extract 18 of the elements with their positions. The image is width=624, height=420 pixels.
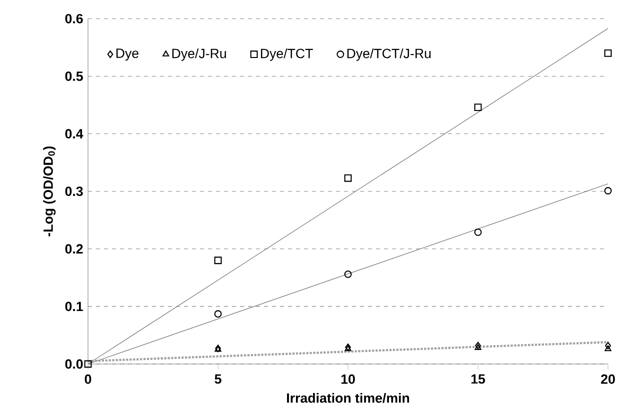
- x-tick-label: 5: [214, 374, 222, 384]
- y-tick-label: 0.0: [65, 359, 83, 369]
- legend-label: Dye: [116, 48, 138, 61]
- y-tick-label: 0.1: [65, 302, 83, 312]
- legend-label: Dye/TCT/J-Ru: [347, 48, 431, 61]
- x-axis-title: Irradiation time/min: [287, 392, 410, 403]
- legend-label: Dye/J-Ru: [172, 48, 226, 61]
- x-tick-label: 15: [471, 374, 486, 384]
- y-tick-label: 0.2: [65, 244, 83, 254]
- legend-label: Dye/TCT: [260, 48, 313, 61]
- y-tick-label: 0.5: [65, 72, 83, 81]
- x-tick-label: 20: [601, 374, 615, 384]
- x-tick-label: 10: [341, 374, 355, 384]
- y-tick-label: 0.6: [65, 14, 83, 24]
- y-tick-label: 0.4: [65, 129, 84, 138]
- y-tick-label: 0.3: [65, 186, 83, 196]
- y-axis-title: -Log (OD/OD$_{0}$): [43, 146, 56, 236]
- x-tick-label: 0: [84, 374, 92, 384]
